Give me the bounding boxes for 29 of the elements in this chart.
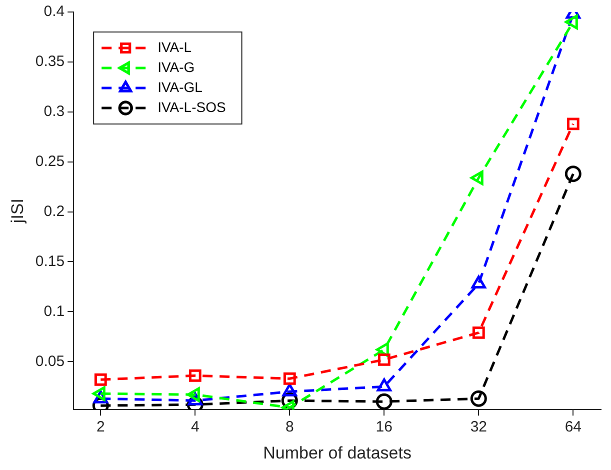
point <box>566 118 580 130</box>
point <box>378 353 390 366</box>
legend-label: IVA-G <box>158 58 195 75</box>
legend-label: IVA-L-SOS <box>158 98 226 115</box>
y-tick-label: 0.4 <box>44 3 65 20</box>
x-axis-title: Number of datasets <box>263 443 412 462</box>
legend-label: IVA-L <box>158 38 192 55</box>
x-tick-label: 4 <box>190 418 200 436</box>
y-tick-label: 0.35 <box>35 53 65 70</box>
point <box>283 372 296 385</box>
point <box>472 326 485 339</box>
x-tick-label: 8 <box>285 418 294 436</box>
x-tick-label: 2 <box>96 418 105 436</box>
y-tick-label: 0.25 <box>35 152 65 170</box>
x-tick-label: 64 <box>564 418 582 436</box>
x-tick-label: 16 <box>376 418 392 436</box>
y-tick-label: 0.3 <box>44 103 65 120</box>
point <box>188 369 202 382</box>
point <box>470 390 487 407</box>
y-tick-label: 0.2 <box>44 202 65 220</box>
y-tick-label: 0.05 <box>35 352 65 370</box>
point <box>564 166 582 182</box>
y-tick-label: 0.15 <box>35 252 65 270</box>
point <box>376 393 392 410</box>
y-axis-title: jISI <box>8 198 27 224</box>
x-tick-label: 32 <box>470 418 487 436</box>
y-tick-label: 0.1 <box>44 302 65 320</box>
point <box>94 373 107 386</box>
legend-label: IVA-GL <box>158 78 203 95</box>
